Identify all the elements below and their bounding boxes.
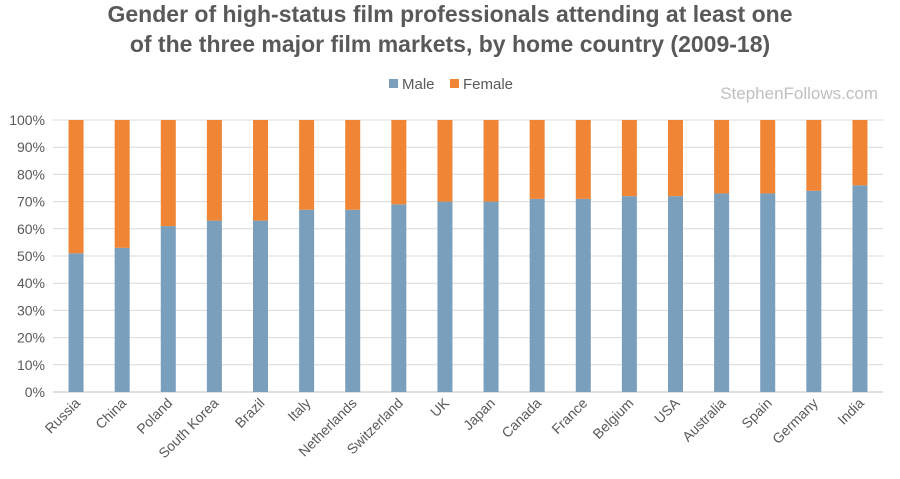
x-tick-label: Japan	[460, 395, 498, 433]
y-tick-label: 100%	[9, 112, 45, 128]
bar-male-france	[575, 198, 591, 392]
bar-female-usa	[668, 120, 683, 197]
bar-male-switzerland	[391, 204, 407, 392]
bar-male-belgium	[621, 196, 637, 392]
x-tick-label: UK	[427, 394, 453, 420]
bars	[68, 120, 868, 392]
legend-swatch-female	[450, 79, 459, 88]
chart-title-line-1: Gender of high-status film professionals…	[108, 1, 793, 27]
bar-female-india	[852, 120, 868, 186]
watermark: StephenFollows.com	[720, 84, 878, 103]
bar-female-poland	[160, 120, 176, 227]
y-tick-label: 10%	[17, 357, 45, 373]
chart-title-line-2: of the three major film markets, by home…	[130, 31, 770, 57]
bar-female-japan	[483, 120, 499, 202]
bar-female-switzerland	[391, 120, 407, 205]
y-tick-label: 0%	[25, 384, 45, 400]
x-tick-label: Russia	[42, 395, 84, 437]
bar-male-india	[852, 185, 868, 392]
bar-female-netherlands	[345, 120, 361, 210]
bar-female-uk	[437, 120, 453, 202]
y-tick-label: 70%	[17, 194, 45, 210]
y-tick-label: 50%	[17, 248, 45, 264]
bar-male-brazil	[253, 220, 268, 392]
bar-female-belgium	[621, 120, 637, 197]
x-tick-label: Canada	[498, 395, 544, 441]
bar-female-germany	[806, 120, 822, 191]
bar-male-usa	[668, 196, 683, 392]
x-tick-label: Spain	[738, 395, 775, 432]
x-tick-label: France	[548, 395, 590, 437]
y-axis: 0% 10% 20% 30% 40% 50% 60% 70% 80% 90% 100%	[9, 112, 45, 400]
bar-male-uk	[437, 201, 453, 392]
y-tick-label: 40%	[17, 275, 45, 291]
bar-female-canada	[529, 120, 545, 199]
bar-male-poland	[160, 226, 176, 392]
legend-label-female: Female	[463, 76, 513, 93]
bar-male-spain	[760, 193, 776, 392]
legend-swatch-male	[389, 79, 398, 88]
x-tick-label: Poland	[133, 395, 175, 437]
x-tick-label: USA	[651, 394, 683, 426]
y-tick-label: 60%	[17, 221, 45, 237]
bar-male-south-korea	[206, 220, 222, 392]
bar-male-italy	[299, 209, 315, 392]
x-tick-label: Belgium	[589, 395, 636, 442]
bar-female-china	[114, 120, 130, 248]
bar-male-russia	[68, 253, 84, 392]
y-tick-label: 20%	[17, 330, 45, 346]
bar-male-japan	[483, 201, 499, 392]
legend-label-male: Male	[402, 76, 435, 93]
y-tick-label: 90%	[17, 139, 45, 155]
bar-female-italy	[299, 120, 315, 210]
bar-female-australia	[714, 120, 730, 194]
y-tick-label: 30%	[17, 302, 45, 318]
x-tick-label: Brazil	[232, 395, 268, 431]
bar-female-spain	[760, 120, 776, 194]
bar-female-brazil	[253, 120, 268, 221]
bar-female-south-korea	[206, 120, 222, 221]
y-tick-label: 80%	[17, 166, 45, 182]
x-tick-label: Germany	[769, 395, 821, 447]
bar-male-australia	[714, 193, 730, 392]
chart-legend: Male Female	[389, 76, 513, 93]
bar-male-germany	[806, 190, 822, 392]
grid-lines	[53, 119, 883, 393]
bar-female-france	[575, 120, 591, 199]
x-tick-label: China	[92, 395, 129, 432]
bar-male-china	[114, 247, 130, 392]
bar-male-canada	[529, 198, 545, 392]
bar-male-netherlands	[345, 209, 361, 392]
bar-female-russia	[68, 120, 84, 254]
x-tick-label: Italy	[284, 395, 313, 424]
x-tick-label: Australia	[679, 395, 729, 445]
x-tick-label: India	[834, 395, 867, 428]
